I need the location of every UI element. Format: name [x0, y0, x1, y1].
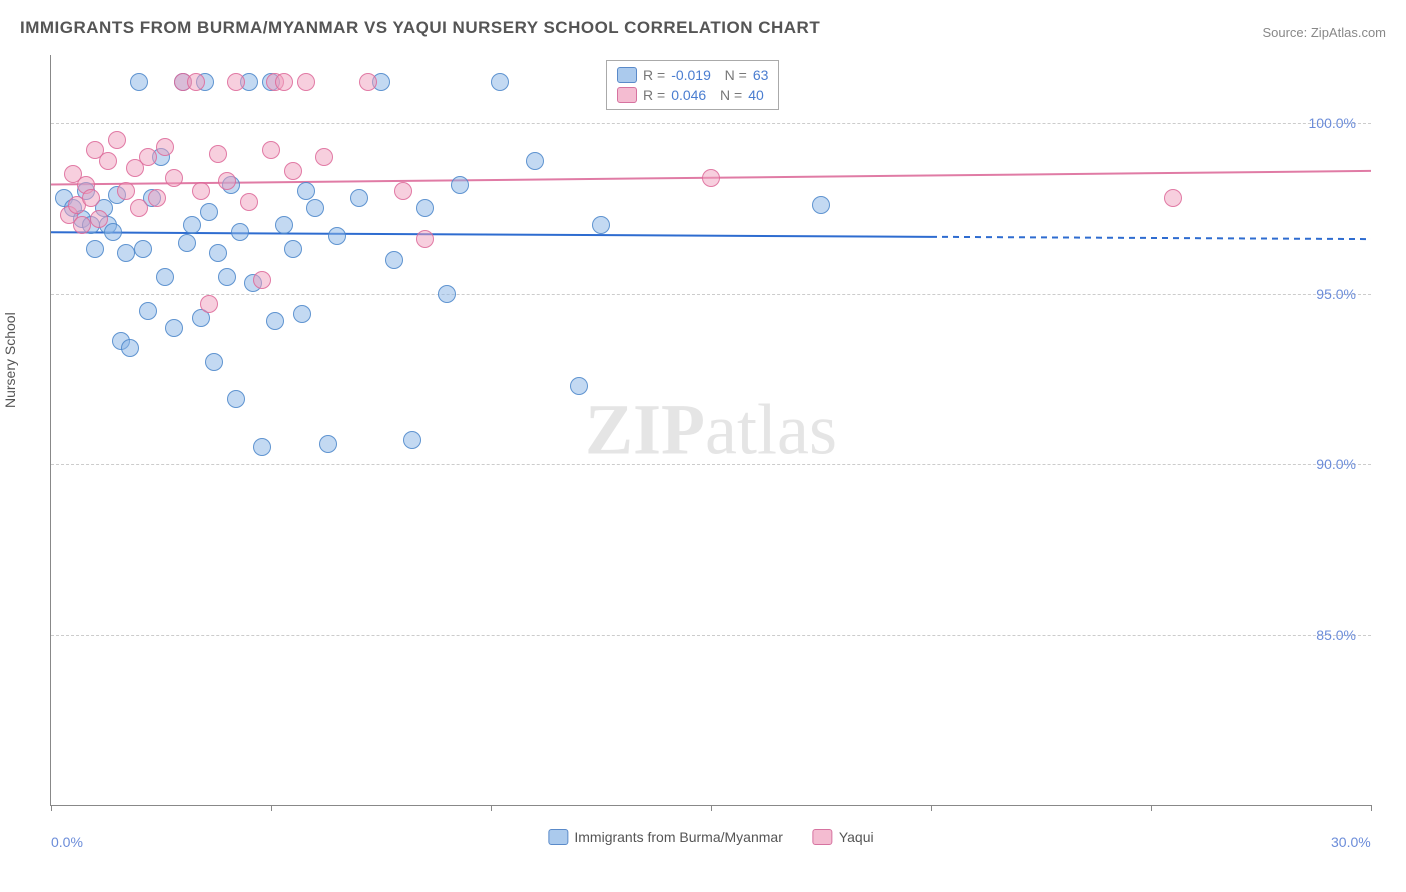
- data-point: [438, 285, 456, 303]
- data-point: [526, 152, 544, 170]
- data-point: [209, 244, 227, 262]
- data-point: [394, 182, 412, 200]
- data-point: [130, 73, 148, 91]
- gridline: [51, 123, 1371, 124]
- data-point: [227, 73, 245, 91]
- data-point: [117, 182, 135, 200]
- data-point: [284, 162, 302, 180]
- y-axis-label: Nursery School: [2, 312, 18, 408]
- data-point: [156, 138, 174, 156]
- data-point: [200, 203, 218, 221]
- data-point: [165, 169, 183, 187]
- data-point: [139, 302, 157, 320]
- data-point: [293, 305, 311, 323]
- data-point: [315, 148, 333, 166]
- xtick-mark: [491, 805, 492, 811]
- data-point: [385, 251, 403, 269]
- data-point: [218, 172, 236, 190]
- data-point: [218, 268, 236, 286]
- data-point: [284, 240, 302, 258]
- ytick-label: 85.0%: [1316, 627, 1356, 643]
- ytick-label: 95.0%: [1316, 286, 1356, 302]
- data-point: [192, 182, 210, 200]
- xtick-mark: [931, 805, 932, 811]
- ytick-label: 90.0%: [1316, 456, 1356, 472]
- data-point: [702, 169, 720, 187]
- data-point: [200, 295, 218, 313]
- data-point: [350, 189, 368, 207]
- data-point: [139, 148, 157, 166]
- data-point: [156, 268, 174, 286]
- x-legend-label-pink: Yaqui: [839, 829, 874, 845]
- data-point: [592, 216, 610, 234]
- data-point: [82, 189, 100, 207]
- data-point: [148, 189, 166, 207]
- data-point: [416, 199, 434, 217]
- xtick-mark: [1151, 805, 1152, 811]
- data-point: [275, 216, 293, 234]
- data-point: [262, 141, 280, 159]
- data-point: [86, 240, 104, 258]
- data-point: [108, 131, 126, 149]
- data-point: [812, 196, 830, 214]
- x-legend-swatch-pink: [813, 829, 833, 845]
- data-point: [1164, 189, 1182, 207]
- gridline: [51, 294, 1371, 295]
- data-point: [240, 193, 258, 211]
- trend-lines: [51, 55, 1371, 805]
- xtick-mark: [51, 805, 52, 811]
- data-point: [130, 199, 148, 217]
- data-point: [306, 199, 324, 217]
- ytick-label: 100.0%: [1309, 115, 1356, 131]
- data-point: [178, 234, 196, 252]
- data-point: [121, 339, 139, 357]
- data-point: [451, 176, 469, 194]
- data-point: [319, 435, 337, 453]
- gridline: [51, 635, 1371, 636]
- source-label: Source: ZipAtlas.com: [1262, 25, 1386, 40]
- data-point: [403, 431, 421, 449]
- x-legend-swatch-blue: [548, 829, 568, 845]
- chart-container: IMMIGRANTS FROM BURMA/MYANMAR VS YAQUI N…: [0, 0, 1406, 892]
- data-point: [187, 73, 205, 91]
- gridline: [51, 464, 1371, 465]
- data-point: [165, 319, 183, 337]
- data-point: [90, 210, 108, 228]
- data-point: [117, 244, 135, 262]
- data-point: [416, 230, 434, 248]
- plot-area: ZIPatlas R = -0.019 N = 63 R = 0.046 N =…: [50, 55, 1371, 806]
- data-point: [209, 145, 227, 163]
- data-point: [328, 227, 346, 245]
- xtick-label: 30.0%: [1331, 834, 1371, 850]
- xtick-mark: [1371, 805, 1372, 811]
- data-point: [227, 390, 245, 408]
- x-legend-pink: Yaqui: [813, 829, 874, 845]
- xtick-label: 0.0%: [51, 834, 83, 850]
- data-point: [253, 438, 271, 456]
- xtick-mark: [271, 805, 272, 811]
- data-point: [570, 377, 588, 395]
- x-legend-blue: Immigrants from Burma/Myanmar: [548, 829, 782, 845]
- data-point: [359, 73, 377, 91]
- data-point: [99, 152, 117, 170]
- x-legend: Immigrants from Burma/Myanmar Yaqui: [548, 829, 873, 845]
- data-point: [104, 223, 122, 241]
- data-point: [183, 216, 201, 234]
- xtick-mark: [711, 805, 712, 811]
- data-point: [297, 182, 315, 200]
- data-point: [73, 216, 91, 234]
- data-point: [275, 73, 293, 91]
- data-point: [297, 73, 315, 91]
- data-point: [231, 223, 249, 241]
- data-point: [253, 271, 271, 289]
- data-point: [134, 240, 152, 258]
- data-point: [491, 73, 509, 91]
- x-legend-label-blue: Immigrants from Burma/Myanmar: [574, 829, 782, 845]
- chart-title: IMMIGRANTS FROM BURMA/MYANMAR VS YAQUI N…: [20, 18, 820, 38]
- data-point: [266, 312, 284, 330]
- data-point: [205, 353, 223, 371]
